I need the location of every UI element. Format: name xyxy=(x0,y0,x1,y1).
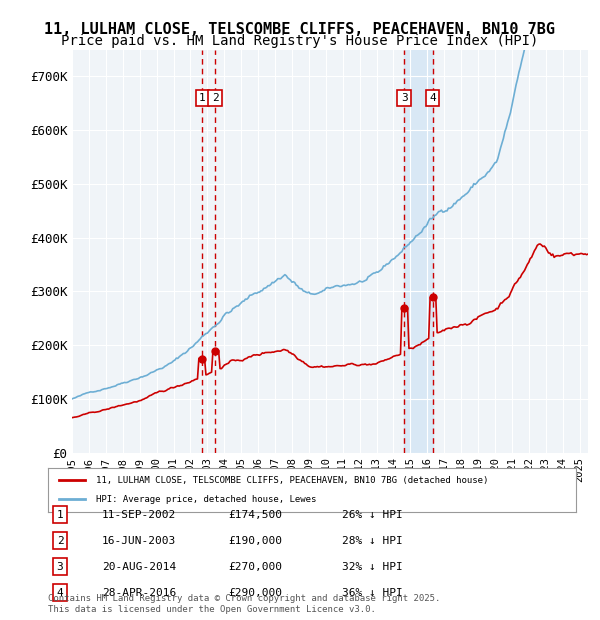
Text: 11, LULHAM CLOSE, TELSCOMBE CLIFFS, PEACEHAVEN, BN10 7BG: 11, LULHAM CLOSE, TELSCOMBE CLIFFS, PEAC… xyxy=(44,22,556,37)
Text: 36% ↓ HPI: 36% ↓ HPI xyxy=(342,588,403,598)
Text: 11-SEP-2002: 11-SEP-2002 xyxy=(102,510,176,520)
Text: 28% ↓ HPI: 28% ↓ HPI xyxy=(342,536,403,546)
Text: 3: 3 xyxy=(56,562,64,572)
Text: 16-JUN-2003: 16-JUN-2003 xyxy=(102,536,176,546)
Text: HPI: Average price, detached house, Lewes: HPI: Average price, detached house, Lewe… xyxy=(95,495,316,504)
Text: 4: 4 xyxy=(56,588,64,598)
Text: 4: 4 xyxy=(430,93,436,103)
Text: £290,000: £290,000 xyxy=(228,588,282,598)
Text: £270,000: £270,000 xyxy=(228,562,282,572)
Text: 1: 1 xyxy=(199,93,206,103)
Text: £174,500: £174,500 xyxy=(228,510,282,520)
Text: Price paid vs. HM Land Registry's House Price Index (HPI): Price paid vs. HM Land Registry's House … xyxy=(61,34,539,48)
Text: 32% ↓ HPI: 32% ↓ HPI xyxy=(342,562,403,572)
Text: 1: 1 xyxy=(56,510,64,520)
Text: 3: 3 xyxy=(401,93,407,103)
Text: 20-AUG-2014: 20-AUG-2014 xyxy=(102,562,176,572)
Bar xyxy=(404,50,433,453)
Text: Contains HM Land Registry data © Crown copyright and database right 2025.
This d: Contains HM Land Registry data © Crown c… xyxy=(48,595,440,614)
Text: 26% ↓ HPI: 26% ↓ HPI xyxy=(342,510,403,520)
Text: 2: 2 xyxy=(56,536,64,546)
Text: 28-APR-2016: 28-APR-2016 xyxy=(102,588,176,598)
Text: £190,000: £190,000 xyxy=(228,536,282,546)
Text: 2: 2 xyxy=(212,93,218,103)
Text: 11, LULHAM CLOSE, TELSCOMBE CLIFFS, PEACEHAVEN, BN10 7BG (detached house): 11, LULHAM CLOSE, TELSCOMBE CLIFFS, PEAC… xyxy=(95,476,488,485)
